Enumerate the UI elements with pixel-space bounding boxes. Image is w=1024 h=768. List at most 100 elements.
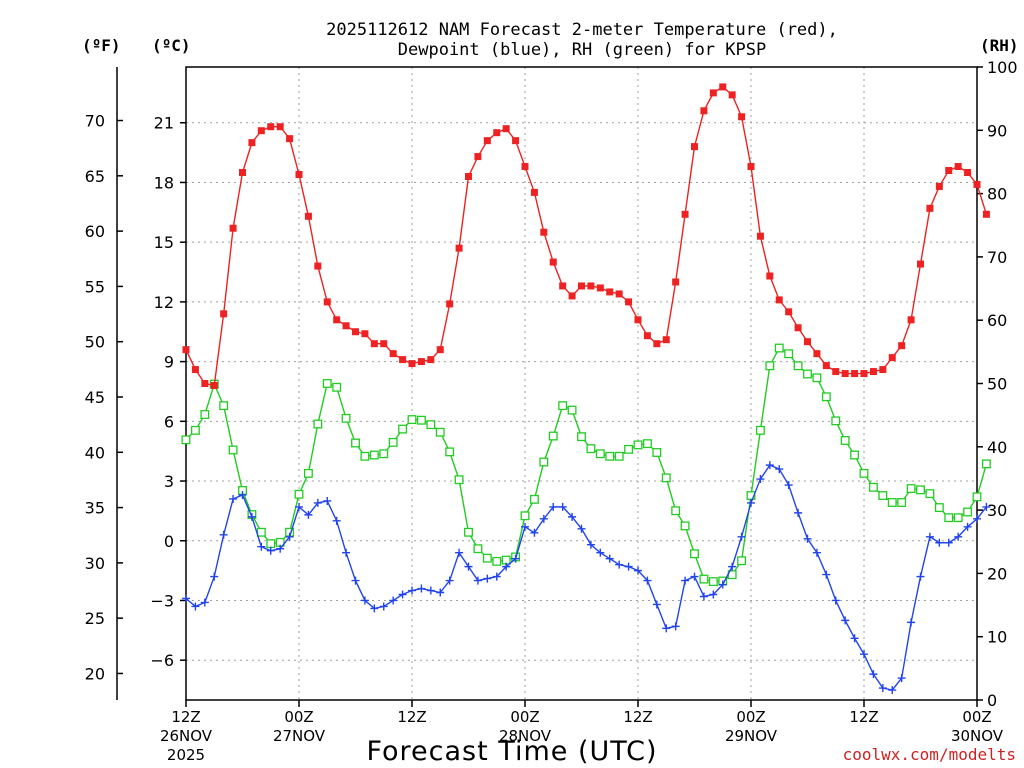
celsius-tick-label: 18 bbox=[154, 173, 174, 192]
dewpoint-point bbox=[445, 576, 454, 585]
temperature-point bbox=[239, 169, 246, 176]
temperature-point bbox=[982, 210, 990, 218]
time-tick-date: 27NOV bbox=[273, 727, 326, 745]
celsius-tick-label: 3 bbox=[164, 472, 174, 491]
temperature-point bbox=[257, 127, 265, 135]
rh-point bbox=[322, 379, 332, 388]
time-tick-year: 2025 bbox=[167, 746, 205, 764]
rh-point bbox=[661, 473, 671, 483]
dewpoint-point bbox=[426, 586, 435, 595]
temperature-point bbox=[973, 180, 981, 188]
temperature-point bbox=[342, 322, 350, 330]
rh-point bbox=[341, 413, 351, 423]
temperature-point bbox=[286, 135, 294, 143]
rh-point bbox=[529, 494, 539, 504]
rh-point bbox=[520, 511, 530, 521]
rh-point bbox=[445, 447, 455, 457]
time-tick-label: 12Z bbox=[623, 708, 652, 726]
temperature-point bbox=[954, 163, 962, 171]
celsius-tick-label: 6 bbox=[164, 412, 174, 431]
rh-point bbox=[351, 438, 360, 448]
rh-point bbox=[897, 498, 907, 507]
temperature-point bbox=[945, 167, 953, 175]
dewpoint-point bbox=[360, 596, 369, 605]
dewpoint-point bbox=[897, 674, 906, 683]
temperature-point bbox=[926, 204, 934, 212]
rh-point bbox=[454, 475, 464, 485]
rh-point bbox=[642, 439, 652, 449]
unit-fahrenheit: (ºF) bbox=[82, 36, 121, 55]
dewpoint-point bbox=[398, 590, 407, 599]
temperature-point bbox=[681, 210, 689, 218]
rh-point bbox=[360, 451, 370, 461]
dewpoint-point bbox=[954, 532, 963, 541]
temperature-point bbox=[408, 360, 416, 368]
dewpoint-point bbox=[436, 588, 445, 597]
rh-point bbox=[690, 549, 699, 559]
rh-point bbox=[652, 448, 662, 457]
dewpoint-point bbox=[492, 572, 501, 581]
temperature-point bbox=[352, 328, 359, 336]
fahrenheit-tick-label: 45 bbox=[85, 388, 105, 407]
temperature-point bbox=[361, 330, 369, 338]
dewpoint-point bbox=[568, 512, 577, 521]
rh-point bbox=[831, 416, 841, 426]
temperature-point bbox=[333, 316, 341, 324]
temperature-point bbox=[775, 296, 783, 304]
temperature-point bbox=[182, 346, 190, 354]
time-tick-label: 12Z bbox=[849, 708, 878, 726]
rh-point bbox=[190, 425, 200, 435]
temperature-point bbox=[201, 380, 209, 387]
rh-point bbox=[379, 449, 389, 459]
celsius-axis: −6 −3 0 3 6 9 12 15 18 21 bbox=[150, 114, 186, 670]
dewpoint-point bbox=[257, 542, 266, 551]
rh-point bbox=[388, 437, 398, 447]
rh-point bbox=[407, 415, 417, 425]
temperature-point bbox=[898, 342, 906, 350]
temperature-point bbox=[634, 316, 642, 324]
celsius-tick-label: 9 bbox=[164, 353, 174, 372]
temperature-point bbox=[578, 282, 585, 290]
rh-point bbox=[737, 556, 747, 566]
dewpoint-point bbox=[615, 560, 624, 569]
x-axis-label: Forecast Time (UTC) bbox=[366, 736, 657, 767]
rh-series bbox=[181, 343, 991, 587]
temperature-line bbox=[185, 86, 988, 387]
rh-point bbox=[624, 444, 634, 454]
dewpoint-point bbox=[219, 530, 228, 539]
temperature-point bbox=[389, 350, 397, 358]
dewpoint-point bbox=[370, 604, 379, 613]
rh-point bbox=[294, 489, 304, 499]
dewpoint-point bbox=[605, 554, 614, 563]
dewpoint-point bbox=[313, 498, 322, 507]
rh-point bbox=[303, 468, 313, 478]
temperature-point bbox=[728, 91, 736, 99]
temperature-point bbox=[436, 346, 444, 354]
temperature-point bbox=[568, 292, 576, 300]
temperature-point bbox=[248, 139, 256, 147]
time-tick-label: 00Z bbox=[736, 708, 765, 726]
dewpoint-point bbox=[417, 584, 426, 593]
dewpoint-line bbox=[185, 464, 987, 691]
dewpoint-point bbox=[841, 616, 850, 625]
fahrenheit-tick-label: 70 bbox=[85, 112, 105, 131]
fahrenheit-tick-label: 35 bbox=[85, 499, 105, 518]
rh-tick-label: 10 bbox=[987, 628, 1007, 647]
plot-frame bbox=[185, 66, 978, 701]
rh-point bbox=[671, 506, 681, 516]
rh-point bbox=[605, 451, 615, 461]
temperature-point bbox=[559, 282, 567, 290]
rh-point bbox=[953, 513, 963, 523]
credit-text: coolwx.com/modelts bbox=[843, 745, 1016, 764]
temperature-point bbox=[521, 163, 529, 171]
temperature-point bbox=[276, 123, 284, 131]
temperature-point bbox=[700, 107, 708, 115]
temperature-point bbox=[841, 370, 849, 378]
temperature-point bbox=[596, 284, 604, 292]
fahrenheit-tick-label: 65 bbox=[85, 167, 105, 186]
dewpoint-point bbox=[511, 554, 520, 563]
time-tick-date: 28NOV bbox=[499, 727, 552, 745]
temperature-point bbox=[832, 368, 840, 376]
